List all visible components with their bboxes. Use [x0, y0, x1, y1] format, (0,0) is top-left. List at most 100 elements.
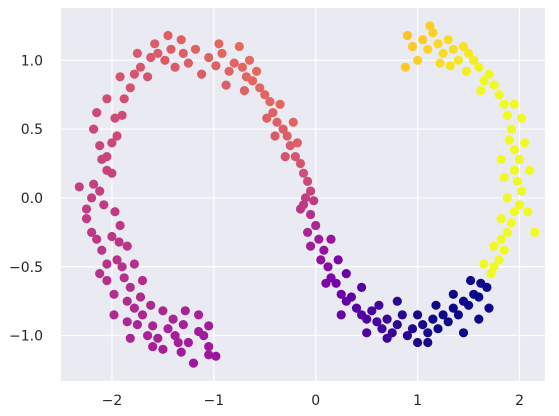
scatter-point: [166, 44, 176, 54]
scatter-point: [496, 234, 506, 244]
scatter-point: [326, 234, 336, 244]
scatter-point: [413, 55, 423, 65]
scatter-point: [112, 131, 122, 141]
scatter-point: [445, 61, 455, 71]
scatter-point: [107, 231, 117, 242]
scatter-point: [280, 152, 290, 162]
scatter-point: [377, 324, 387, 334]
scatter-point: [252, 66, 262, 76]
scatter-point: [110, 113, 120, 123]
scatter-point: [132, 48, 142, 59]
scatter-point: [221, 80, 231, 90]
scatter-point: [499, 245, 509, 255]
scatter-point: [438, 48, 448, 59]
y-tick-label: 1.0: [21, 53, 43, 69]
scatter-point: [479, 76, 489, 86]
scatter-point: [509, 207, 519, 217]
scatter-point: [502, 193, 512, 203]
scatter-point: [204, 321, 214, 331]
scatter-point: [132, 320, 142, 330]
x-tick-label: 1: [413, 393, 422, 409]
scatter-point: [423, 44, 433, 54]
scatter-point: [204, 52, 214, 63]
x-tick-label: 2: [515, 393, 524, 409]
scatter-point: [260, 90, 270, 100]
scatter-point: [423, 337, 433, 348]
scatter-point: [190, 44, 201, 54]
scatter-point: [288, 117, 298, 127]
scatter-point: [170, 62, 180, 72]
scatter-point: [453, 55, 463, 65]
scatter-point: [102, 259, 112, 269]
scatter-point: [74, 182, 84, 192]
scatter-point: [423, 328, 433, 338]
scatter-point: [306, 186, 316, 196]
scatter-point: [89, 179, 99, 189]
scatter-point: [178, 48, 188, 59]
scatter-point: [137, 310, 148, 320]
scatter-point: [433, 39, 443, 49]
scatter-point: [474, 314, 484, 324]
scatter-point: [211, 61, 221, 71]
scatter-point: [464, 48, 474, 59]
scatter-point: [148, 342, 158, 352]
scatter-point: [494, 90, 504, 100]
scatter-point: [115, 72, 125, 82]
scatter-point: [509, 99, 519, 109]
scatter-point: [392, 320, 402, 330]
scatter-point: [110, 207, 120, 217]
scatter-point: [229, 58, 239, 68]
scatter-point: [117, 110, 127, 120]
scatter-point: [163, 30, 173, 41]
scatter-point: [176, 35, 186, 45]
scatter-point: [496, 214, 506, 224]
scatter-point: [204, 342, 214, 352]
scatter-point: [413, 337, 423, 348]
scatter-point: [234, 41, 244, 52]
scatter-point: [448, 44, 458, 54]
scatter-point: [180, 306, 190, 316]
scatter-point: [321, 278, 331, 288]
scatter-point: [170, 331, 180, 341]
scatter-point: [146, 300, 156, 310]
scatter-point: [517, 186, 527, 196]
scatter-point: [496, 154, 506, 164]
scatter-point: [275, 99, 285, 109]
scatter-point: [168, 314, 178, 324]
scatter-point: [448, 303, 458, 313]
scatter-point: [298, 168, 309, 178]
scatter-point: [494, 255, 504, 265]
scatter-point: [428, 28, 438, 38]
scatter-point: [285, 141, 295, 151]
scatter-point: [217, 48, 227, 59]
scatter-point: [99, 200, 109, 210]
scatter-point: [129, 303, 139, 313]
scatter-point: [95, 186, 105, 196]
scatter-point: [502, 227, 512, 237]
scatter-point: [97, 245, 107, 255]
scatter-point: [474, 292, 484, 302]
y-tick-label: 0.5: [21, 122, 43, 138]
scatter-point: [244, 55, 255, 65]
scatter-point: [413, 310, 423, 320]
scatter-point: [400, 62, 410, 72]
scatter-point: [270, 131, 280, 141]
scatter-point: [362, 314, 372, 324]
scatter-point: [333, 255, 343, 265]
scatter-point: [443, 317, 453, 327]
scatter-point: [112, 255, 122, 265]
scatter-point: [89, 124, 99, 134]
scatter-point: [125, 333, 135, 343]
scatter-point: [428, 314, 438, 324]
scatter-point: [178, 320, 188, 330]
scatter-point: [300, 193, 311, 203]
scatter-point: [530, 227, 540, 237]
y-tick-label: −0.5: [9, 260, 43, 276]
scatter-point: [197, 69, 207, 79]
y-tick-label: 0.0: [21, 191, 43, 207]
scatter-point: [122, 317, 132, 327]
scatter-point: [346, 292, 356, 302]
scatter-point: [382, 333, 392, 343]
scatter-point: [418, 320, 428, 330]
